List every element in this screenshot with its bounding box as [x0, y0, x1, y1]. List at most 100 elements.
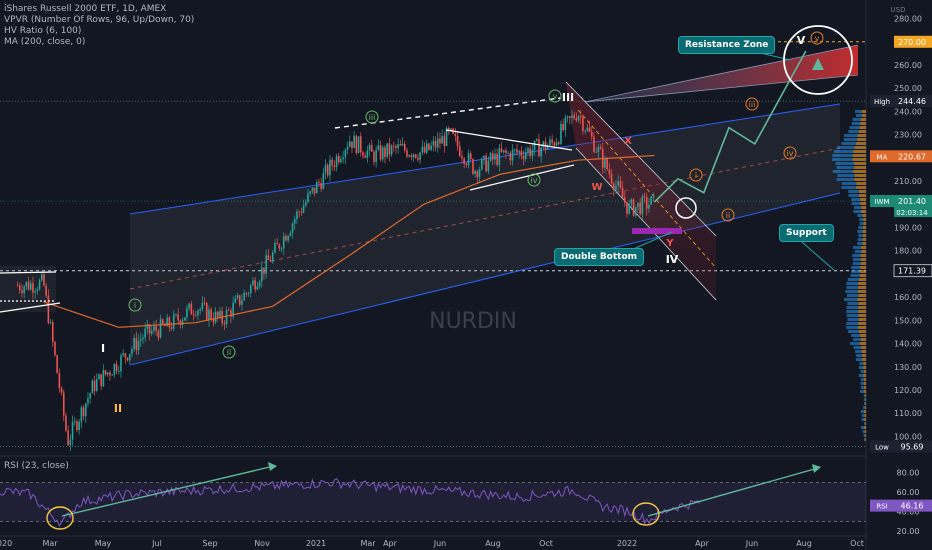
- vpvr-bar-up: [864, 422, 866, 425]
- vpvr-bar-down: [863, 382, 866, 385]
- vpvr-bar-up: [862, 414, 865, 417]
- wave-green-iv: iv: [531, 176, 538, 185]
- candle-body: [170, 327, 173, 329]
- price-tag-name: High: [874, 98, 890, 106]
- vpvr-bar-down: [860, 254, 866, 257]
- candle-body: [533, 140, 536, 150]
- rsi-tag-bg: [894, 499, 932, 512]
- candle-body: [188, 303, 190, 309]
- candle-body: [593, 136, 595, 152]
- candle-body: [588, 127, 591, 132]
- candle-body: [106, 372, 109, 375]
- vpvr-bar-up: [857, 242, 863, 245]
- rsi-bottom-circle-2: [632, 502, 660, 526]
- price-tag-value: 270.00: [898, 38, 926, 47]
- candle-body: [540, 147, 542, 157]
- vpvr-bar-up: [855, 358, 862, 361]
- candle-body: [304, 201, 307, 206]
- vpvr-bar-up: [836, 166, 855, 169]
- candle-body: [531, 149, 534, 156]
- candle-body: [124, 353, 127, 358]
- wave-green-ii: ii: [227, 348, 231, 357]
- candle-body: [100, 374, 102, 387]
- candle-body: [109, 372, 111, 376]
- candle-body: [56, 355, 58, 374]
- candle-body: [410, 155, 413, 158]
- rsi-tag-value: 46.16: [901, 502, 924, 511]
- vpvr-bar-up: [852, 254, 861, 257]
- candle-body: [227, 310, 230, 312]
- candle-body: [274, 242, 276, 253]
- candle-body: [641, 196, 644, 215]
- candle-body: [282, 236, 285, 249]
- candle-body: [439, 138, 441, 144]
- vpvr-bar-down: [856, 182, 866, 185]
- vpvr-bar-up: [860, 390, 864, 393]
- candle-body: [300, 211, 303, 213]
- candle-body: [54, 341, 56, 356]
- vpvr-bar-down: [865, 422, 866, 425]
- wave-green-iii: iii: [369, 113, 376, 122]
- candle-body: [245, 293, 248, 294]
- candle-body: [606, 158, 608, 170]
- vpvr-bar-down: [853, 162, 866, 165]
- vpvr-bar-up: [859, 362, 864, 365]
- wave-label-Y: Y: [665, 238, 674, 249]
- candle-body: [120, 355, 122, 372]
- candle-body: [335, 156, 338, 167]
- candle-body: [626, 202, 628, 214]
- vpvr-bar-up: [858, 234, 863, 237]
- vpvr-bar-down: [858, 302, 866, 305]
- price-tick: 260.00: [894, 61, 922, 70]
- candle-body: [25, 281, 28, 287]
- vpvr-bar-up: [844, 134, 858, 137]
- candle-body: [69, 439, 72, 446]
- vpvr-bar-down: [858, 286, 866, 289]
- candle-body: [430, 145, 432, 150]
- vpvr-bar-down: [860, 262, 866, 265]
- price-tag-value: 201.40: [898, 197, 926, 206]
- candle-body: [62, 392, 65, 416]
- vpvr-bar-down: [865, 402, 866, 405]
- candle-body: [89, 393, 91, 399]
- candle-body: [21, 290, 23, 293]
- wave-label-I: I: [101, 342, 105, 355]
- candle-body: [441, 136, 443, 144]
- vpvr-bar-down: [857, 138, 866, 141]
- candle-body: [71, 421, 74, 440]
- candle-body: [296, 211, 298, 220]
- vpvr-bar-down: [859, 126, 866, 129]
- candle-body: [179, 320, 182, 326]
- vpvr-bar-down: [864, 430, 866, 433]
- candle-body: [126, 357, 129, 361]
- candle-body: [102, 370, 105, 387]
- candle-body: [458, 146, 461, 157]
- candle-body: [241, 300, 243, 305]
- vpvr-bar-down: [864, 414, 866, 417]
- wave-green-ii-ring: [222, 345, 236, 359]
- candle-body: [359, 136, 362, 153]
- vpvr-bar-down: [861, 346, 866, 349]
- candle-body: [346, 146, 349, 150]
- vpvr-bar-down: [858, 306, 866, 309]
- vpvr-bar-down: [858, 326, 866, 329]
- candle-body: [34, 291, 36, 293]
- candle-body: [516, 149, 518, 153]
- candle-body: [612, 183, 615, 190]
- candle-body: [23, 286, 25, 293]
- wave-orange-iii-ring: [745, 97, 759, 111]
- candle-body: [51, 322, 54, 342]
- candle-body: [403, 143, 406, 151]
- vpvr-bar-down: [863, 410, 866, 413]
- vpvr-bar-up: [856, 354, 863, 357]
- vpvr-bar-up: [847, 330, 859, 333]
- candle-body: [164, 324, 166, 327]
- candle-body: [49, 322, 52, 324]
- candle-body: [142, 337, 144, 340]
- double-bottom-callout: Double Bottom: [554, 248, 645, 266]
- vpvr-bar-up: [852, 258, 861, 261]
- candle-body: [553, 142, 556, 146]
- candle-body: [390, 145, 393, 155]
- candle-body: [599, 147, 602, 149]
